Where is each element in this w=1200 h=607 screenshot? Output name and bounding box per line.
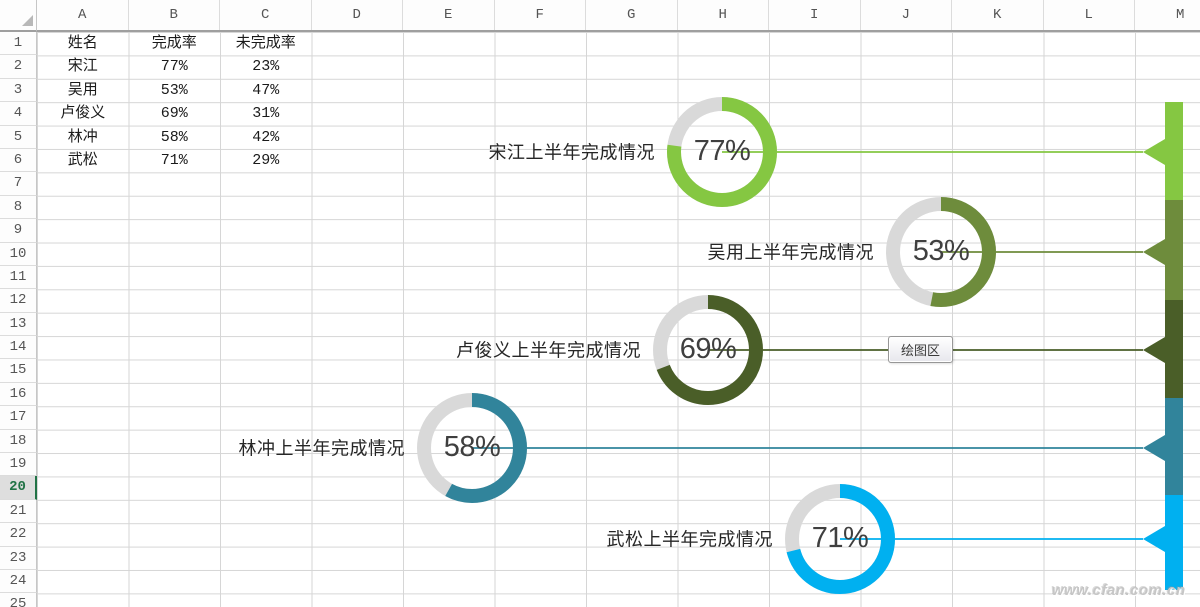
column-header-h[interactable]: H xyxy=(678,0,769,30)
row-header-25[interactable]: 25 xyxy=(0,593,37,607)
table-header-cell[interactable]: 姓名 xyxy=(67,35,98,52)
row-header-18[interactable]: 18 xyxy=(0,429,37,454)
row-header-13[interactable]: 13 xyxy=(0,312,37,337)
table-header-cell[interactable]: 完成率 xyxy=(151,35,197,52)
row-header-4[interactable]: 4 xyxy=(0,102,37,126)
percent-label-5[interactable]: 71% xyxy=(811,521,869,554)
column-header-k[interactable]: K xyxy=(952,0,1044,30)
bar-segment-2[interactable] xyxy=(1165,200,1183,300)
table-cell[interactable]: 77% xyxy=(160,58,188,76)
row-header-21[interactable]: 21 xyxy=(0,499,37,524)
donut-progress-arc-2[interactable] xyxy=(886,197,996,307)
row-header-6[interactable]: 6 xyxy=(0,148,37,173)
bar-segment-4[interactable] xyxy=(1165,398,1183,495)
percent-label-4[interactable]: 58% xyxy=(443,430,501,463)
row-header-1[interactable]: 1 xyxy=(0,32,37,56)
row-header-7[interactable]: 7 xyxy=(0,172,37,196)
table-cell[interactable]: 宋江 xyxy=(67,58,98,76)
column-header-i[interactable]: I xyxy=(769,0,861,30)
plot-area-tooltip: 绘图区 xyxy=(888,336,954,363)
table-cell[interactable]: 58% xyxy=(160,128,188,146)
plot-area-tooltip-label: 绘图区 xyxy=(901,343,941,358)
row-header-19[interactable]: 19 xyxy=(0,453,37,477)
row-header-10[interactable]: 10 xyxy=(0,242,37,266)
table-cell[interactable]: 42% xyxy=(252,128,280,146)
arrow-marker-3 xyxy=(1143,337,1165,363)
table-header-cell[interactable]: 未完成率 xyxy=(235,35,296,52)
watermark: www.cfan.com.cn xyxy=(1052,582,1186,599)
chart-title-4[interactable]: 林冲上半年完成情况 xyxy=(238,438,405,459)
table-cell[interactable]: 71% xyxy=(160,152,188,169)
column-header-l[interactable]: L xyxy=(1044,0,1135,30)
donut-progress-arc-3[interactable] xyxy=(653,295,763,405)
table-cell[interactable]: 吴用 xyxy=(67,81,98,99)
row-header-14[interactable]: 14 xyxy=(0,336,37,360)
row-header-20[interactable]: 20 xyxy=(0,476,37,500)
column-header-b[interactable]: B xyxy=(129,0,220,30)
percent-label-1[interactable]: 77% xyxy=(693,134,751,167)
bar-segment-5[interactable] xyxy=(1165,495,1183,590)
row-header-22[interactable]: 22 xyxy=(0,523,37,547)
table-cell[interactable]: 53% xyxy=(160,81,188,99)
row-header-11[interactable]: 11 xyxy=(0,265,37,290)
row-header-12[interactable]: 12 xyxy=(0,289,37,313)
table-cell[interactable]: 47% xyxy=(252,81,280,99)
select-all-button[interactable] xyxy=(0,0,37,32)
arrow-marker-4 xyxy=(1143,435,1165,461)
chart-title-2[interactable]: 吴用上半年完成情况 xyxy=(707,242,874,263)
donut-progress-arc-4[interactable] xyxy=(417,393,527,503)
column-header-f[interactable]: F xyxy=(495,0,586,30)
column-header-c[interactable]: C xyxy=(220,0,312,30)
table-cell[interactable]: 林冲 xyxy=(67,128,98,146)
percent-label-3[interactable]: 69% xyxy=(679,332,737,365)
chart-title-5[interactable]: 武松上半年完成情况 xyxy=(606,529,773,550)
table-cell[interactable]: 69% xyxy=(160,105,188,123)
row-header-3[interactable]: 3 xyxy=(0,78,37,103)
percent-label-2[interactable]: 53% xyxy=(912,234,970,267)
row-header-17[interactable]: 17 xyxy=(0,406,37,430)
column-header-j[interactable]: J xyxy=(861,0,952,30)
table-cell[interactable]: 卢俊义 xyxy=(60,105,106,123)
row-header-15[interactable]: 15 xyxy=(0,359,37,383)
bar-segment-3[interactable] xyxy=(1165,300,1183,398)
table-cell[interactable]: 31% xyxy=(252,105,280,123)
row-header-23[interactable]: 23 xyxy=(0,546,37,570)
column-header-m[interactable]: M xyxy=(1135,0,1200,30)
column-header-d[interactable]: D xyxy=(312,0,403,30)
donut-progress-arc-5[interactable] xyxy=(785,484,895,594)
bar-segment-1[interactable] xyxy=(1165,102,1183,200)
column-header-e[interactable]: E xyxy=(403,0,495,30)
row-header-column: 1 2 3 4 5 6 7 8 9 10 11 12 13 14 15 16 17 18 19 20 21 22 23 24 2… xyxy=(0,32,37,607)
arrow-marker-1 xyxy=(1143,139,1165,165)
table-cell[interactable]: 武松 xyxy=(67,152,98,169)
row-header-8[interactable]: 8 xyxy=(0,195,37,220)
select-all-triangle-icon xyxy=(22,15,33,26)
row-header-2[interactable]: 2 xyxy=(0,55,37,79)
donut-progress-arc-1[interactable] xyxy=(667,97,777,207)
arrow-marker-2 xyxy=(1143,239,1165,265)
table-cell[interactable]: 29% xyxy=(252,152,280,169)
row-header-16[interactable]: 16 xyxy=(0,382,37,407)
chart-title-1[interactable]: 宋江上半年完成情况 xyxy=(488,142,655,163)
table-cell[interactable]: 23% xyxy=(252,58,280,76)
arrow-marker-5 xyxy=(1143,526,1165,552)
row-header-5[interactable]: 5 xyxy=(0,125,37,149)
chart-title-3[interactable]: 卢俊义上半年完成情况 xyxy=(456,340,641,361)
row-header-9[interactable]: 9 xyxy=(0,219,37,243)
column-header-g[interactable]: G xyxy=(586,0,678,30)
worksheet-grid[interactable] xyxy=(37,32,1200,607)
column-header-a[interactable]: A xyxy=(37,0,129,30)
row-header-24[interactable]: 24 xyxy=(0,569,37,594)
